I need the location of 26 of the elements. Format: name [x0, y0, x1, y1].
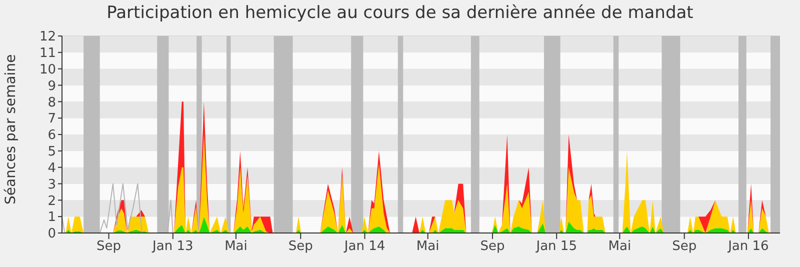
- y-tick-label: 5: [48, 144, 56, 160]
- y-tick-label: 6: [48, 128, 56, 144]
- chart-title: Participation en hemicycle au cours de sa dernière année de mandat: [106, 3, 694, 23]
- x-tick-label: Sep: [288, 239, 313, 254]
- y-tick-label: 7: [48, 112, 56, 127]
- y-axis-title: Séances par semaine: [2, 54, 19, 204]
- x-tick-label: Jan 15: [535, 239, 577, 254]
- y-tick-label: 2: [48, 194, 56, 209]
- x-tick-label: Jan 13: [152, 239, 194, 254]
- y-tick-label: 3: [48, 177, 56, 192]
- x-tick-label: Mai: [416, 239, 440, 254]
- x-tick-label: Jan 16: [727, 239, 769, 254]
- y-tick-label: 10: [39, 62, 56, 78]
- x-tick-label: Sep: [480, 239, 505, 254]
- y-tick-label: 8: [48, 95, 56, 110]
- y-tick-label: 0: [48, 226, 56, 242]
- y-tick-label: 1: [48, 210, 56, 226]
- y-tick-label: 4: [48, 160, 56, 176]
- x-tick-label: Sep: [672, 239, 697, 254]
- y-tick-label: 9: [48, 78, 56, 94]
- y-tick-label: 12: [39, 30, 56, 45]
- y-tick-label: 11: [39, 46, 56, 62]
- x-tick-label: Jan 14: [343, 239, 386, 254]
- x-tick-label: Mai: [608, 239, 632, 254]
- x-tick-label: Sep: [96, 239, 122, 254]
- x-tick-label: Mai: [224, 239, 248, 254]
